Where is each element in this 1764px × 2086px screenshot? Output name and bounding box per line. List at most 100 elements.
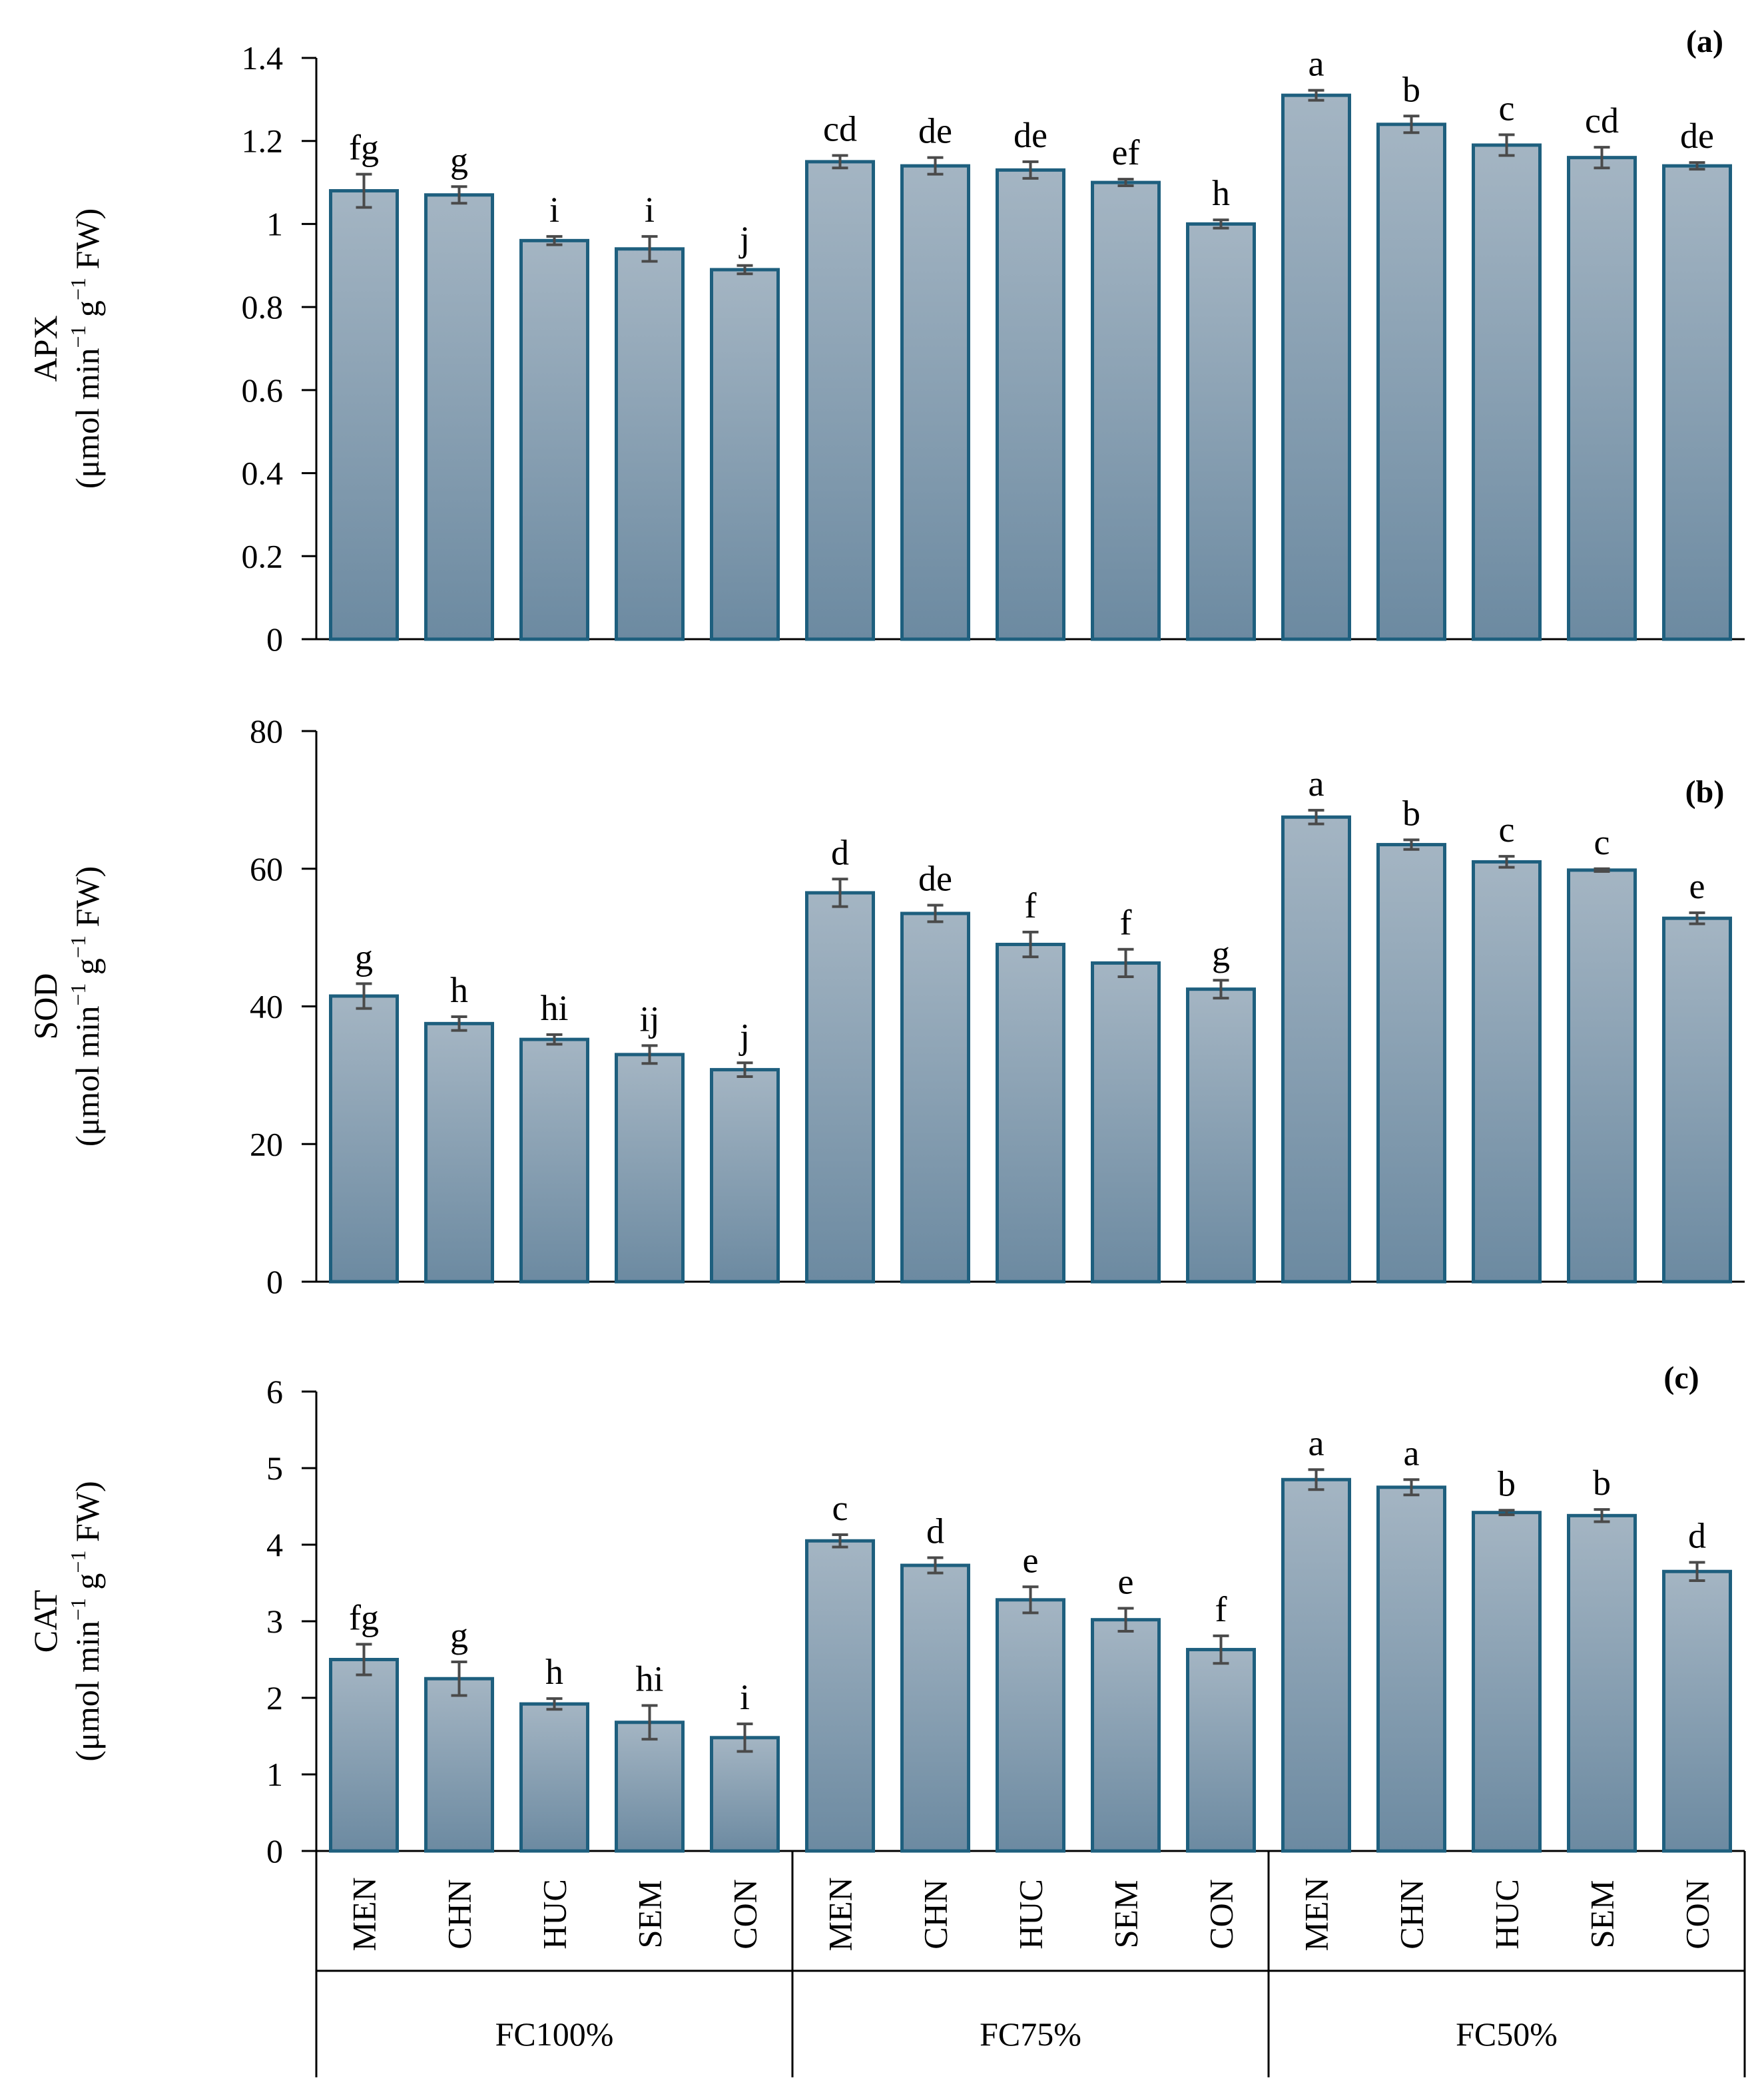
bar [1662,164,1732,641]
bar [1186,222,1256,641]
error-bar [1022,160,1039,180]
y-axis-label: SOD [27,973,64,1039]
panel-apx: 0 0.2 0.4 0.6 0.8 1 1.2 1.4 APX (μmol min−1 g−1 F… [27,24,1745,658]
significance-letter: h [545,1652,563,1692]
y-tick-label: 1.2 [242,123,284,160]
bar [1091,961,1161,1284]
error-bar [1213,979,1229,1000]
error-bar [546,1033,563,1046]
error-bar [736,264,753,276]
category-label-wrap: CHN [1393,1879,1430,1950]
bar [519,238,589,641]
category-label-wrap: SEM [631,1880,669,1949]
bar [329,1658,399,1853]
significance-letter: f [1120,903,1132,943]
bar [1567,1513,1637,1853]
panel-label: (c) [1663,1360,1699,1396]
error-bar [356,1643,372,1677]
significance-letter: g [450,1615,468,1655]
significance-letter: ef [1112,132,1140,172]
significance-letter: e [1689,866,1705,906]
significance-letter: a [1309,44,1324,84]
bar [805,1539,875,1853]
significance-letter: j [738,1016,750,1056]
y-tick-label: 3 [266,1603,283,1640]
y-tick-label: 80 [250,712,283,750]
group-label: FC75% [980,2015,1081,2053]
significance-letter: d [1688,1515,1706,1555]
error-bar [1594,146,1610,170]
error-bar [832,878,848,908]
error-bar [641,1704,658,1741]
category-label-wrap: CON [727,1879,764,1950]
significance-letter: a [1309,764,1324,804]
error-bar [1594,867,1610,873]
bar [1567,156,1637,641]
y-axis-label-line2: (μmol min−1 g−1 FW) [66,866,106,1147]
error-bar [1117,947,1134,979]
significance-letter: i [549,190,559,230]
bar [710,268,780,641]
error-bar [1022,930,1039,959]
bar [900,1563,970,1853]
category-label: HUC [1012,1879,1049,1950]
category-label: SEM [631,1880,669,1949]
bar [1281,93,1351,641]
category-label: MEN [822,1877,859,1951]
significance-letter: j [738,219,750,259]
significance-letter: b [1402,793,1420,833]
significance-letter: ij [639,999,659,1039]
error-bar [1117,178,1134,188]
error-bar [1498,133,1515,157]
error-bar [1403,115,1420,134]
y-tick-label: 0 [266,1832,283,1870]
bar [1281,815,1351,1284]
error-bar [832,1533,848,1549]
category-label: SEM [1584,1880,1621,1949]
significance-letter: de [918,859,952,899]
category-label-wrap: SEM [1107,1880,1145,1949]
category-label: SEM [1107,1880,1145,1949]
bar [615,247,685,641]
y-tick-label: 0 [266,1263,283,1300]
significance-letter: h [1212,173,1230,213]
category-label-wrap: HUC [536,1879,573,1950]
panel-sod: 0 20 40 60 80 SOD (μmol min−1 g−1 FW) (b) g h hi ij… [27,712,1745,1300]
bar [996,942,1065,1284]
bar [710,1736,780,1853]
error-bar [1022,1585,1039,1615]
category-label: CHN [917,1879,954,1950]
y-axis-label: CAT [27,1590,64,1653]
category-label-wrap: MEN [822,1877,859,1951]
y-tick-label: 4 [266,1526,283,1563]
y-tick-label: 2 [266,1679,283,1716]
y-tick-label: 40 [250,988,283,1025]
significance-letter: i [645,190,655,230]
significance-letter: b [1593,1463,1611,1503]
bar [424,1021,494,1284]
panel-cat: 0 1 2 3 4 5 6 CAT (μmol min−1 g−1 FW) (c) fg g h hi i c… [27,1360,1745,1870]
y-tick-label: 20 [250,1125,283,1163]
error-bar [1498,1509,1515,1517]
significance-letter: a [1309,1423,1324,1463]
bar [996,168,1065,641]
category-label: MEN [346,1877,383,1951]
significance-letter: g [355,937,373,977]
error-bar [1308,89,1324,102]
significance-letter: c [832,1488,848,1528]
error-bar [832,154,848,170]
y-tick-label: 1.4 [242,39,284,77]
y-tick-label: 0 [266,621,283,658]
significance-letter: b [1498,1463,1516,1503]
significance-letter: de [1014,115,1047,155]
significance-letter: g [450,140,468,180]
error-bar [1213,1634,1229,1665]
group-label: FC50% [1456,2015,1558,2053]
error-bar [1213,218,1229,230]
y-tick-label: 60 [250,850,283,888]
error-bar [1689,161,1705,171]
significance-letter: h [450,970,468,1010]
bar [1472,143,1542,641]
error-bar [1498,855,1515,869]
